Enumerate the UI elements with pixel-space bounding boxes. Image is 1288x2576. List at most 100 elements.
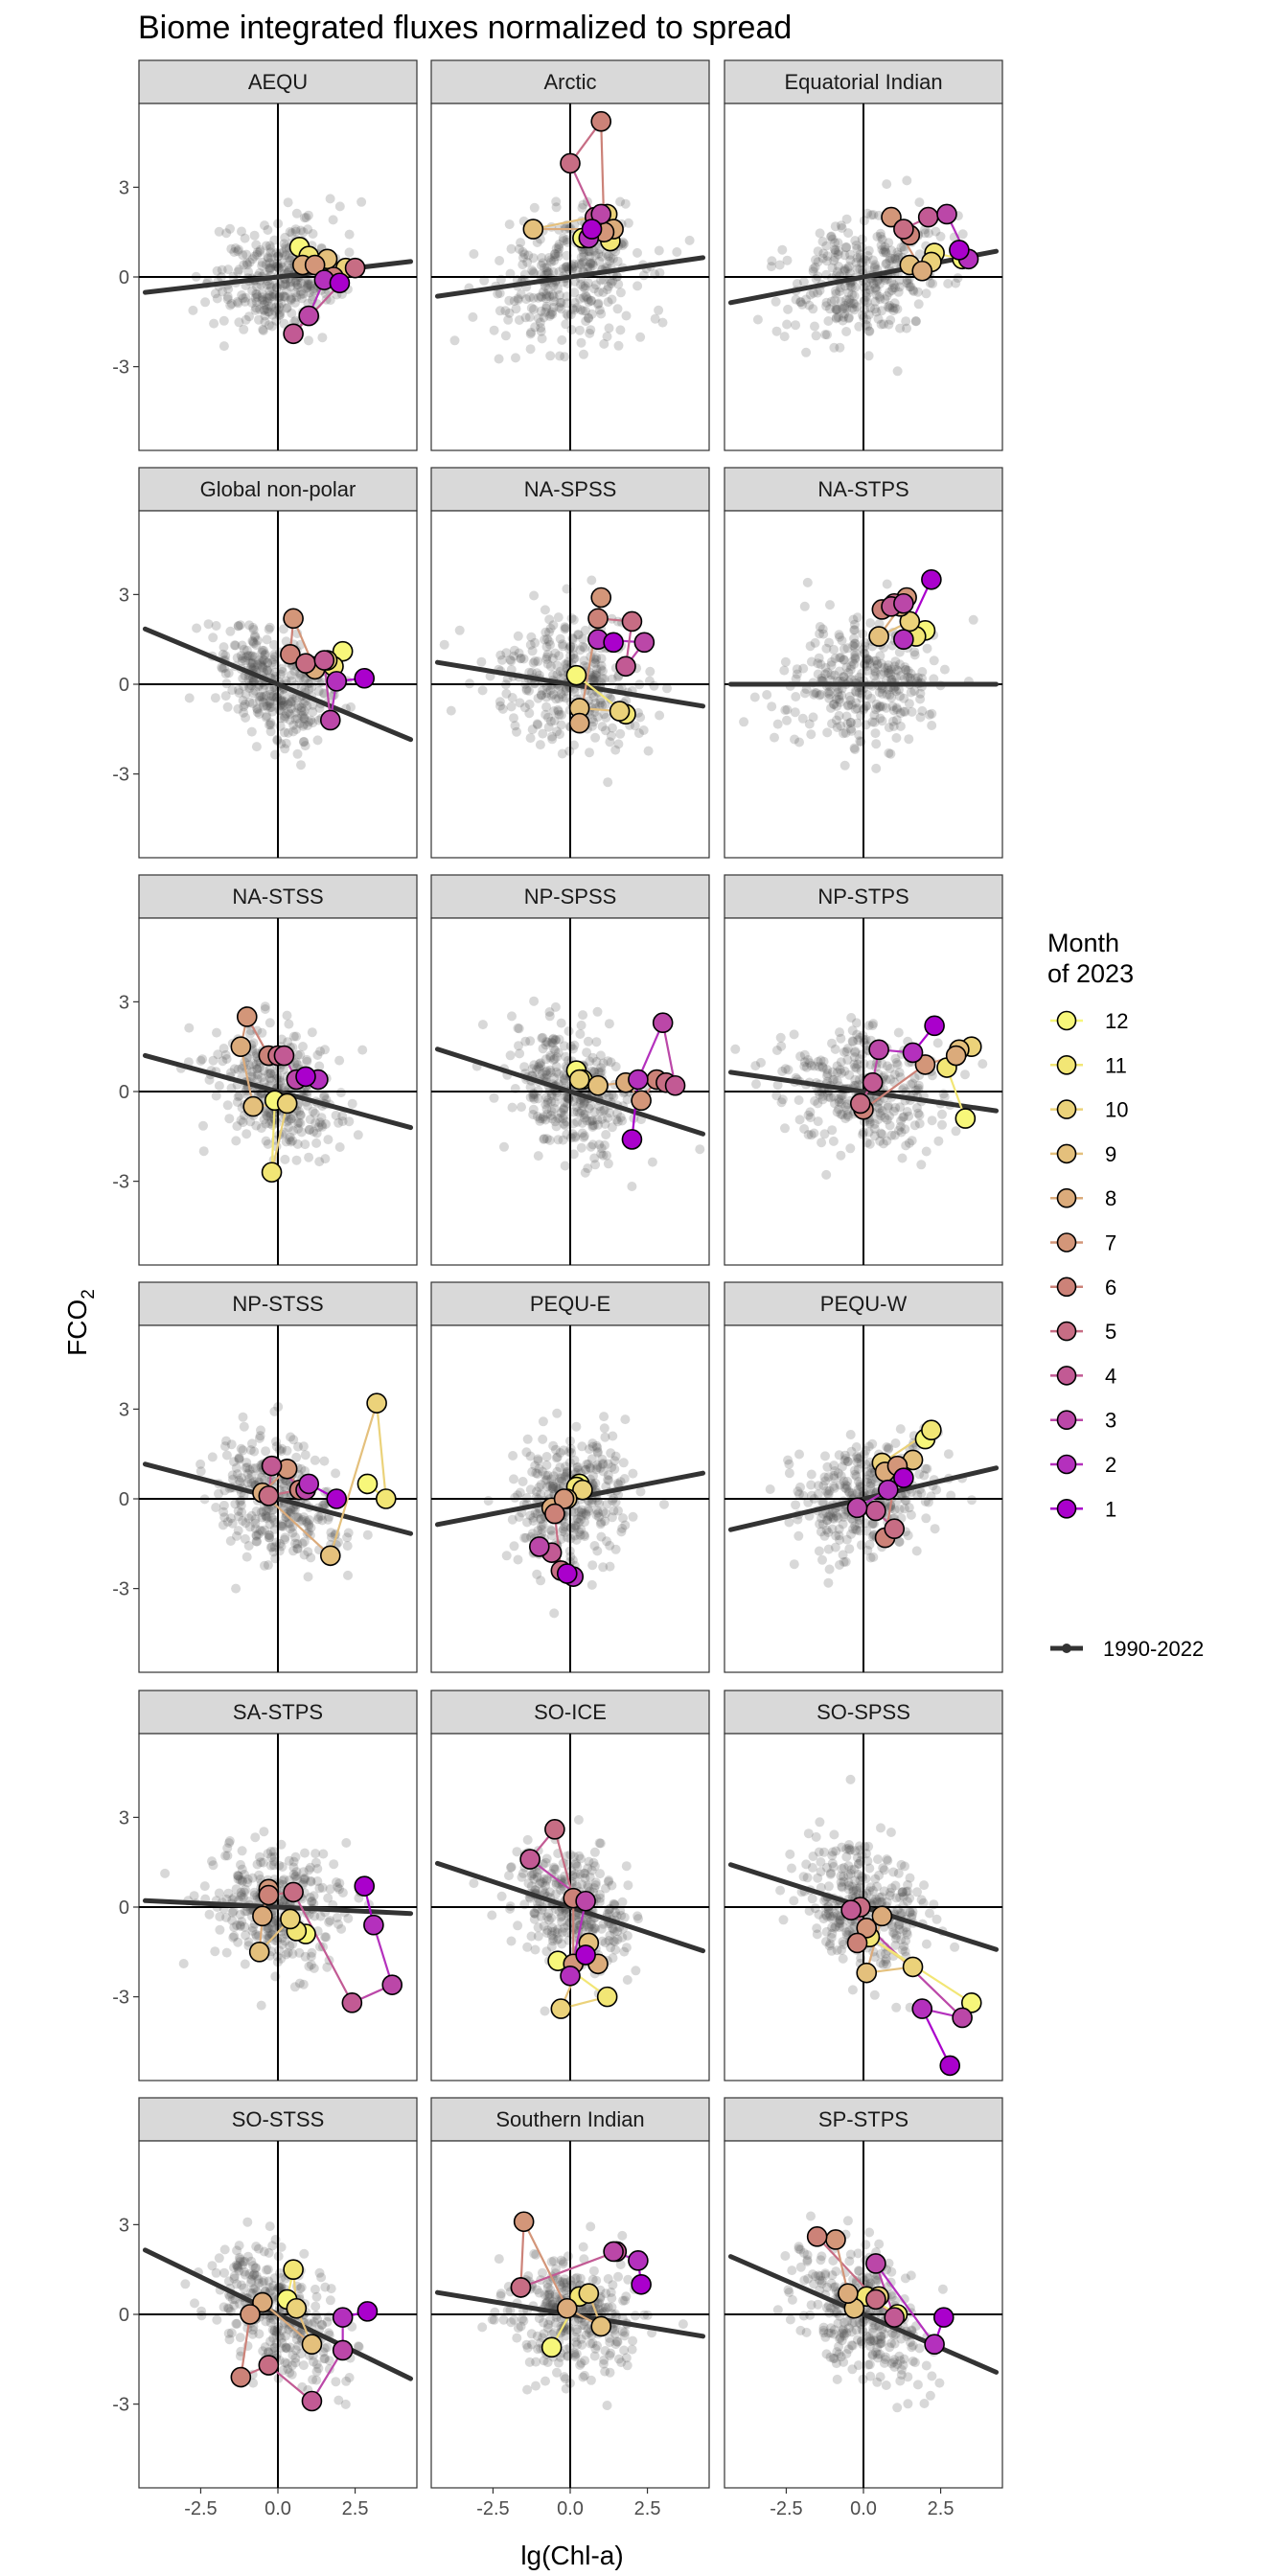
background-point bbox=[621, 1861, 632, 1872]
month-point-1 bbox=[354, 1875, 376, 1897]
background-point bbox=[638, 725, 649, 735]
panel-aequ: AEQU-303 bbox=[112, 59, 418, 451]
background-point bbox=[585, 251, 595, 262]
background-point bbox=[160, 1868, 171, 1878]
month-point-9 bbox=[319, 1545, 341, 1567]
background-point bbox=[277, 262, 288, 272]
background-point bbox=[823, 1577, 834, 1588]
background-point bbox=[268, 655, 278, 665]
background-point bbox=[828, 1136, 839, 1146]
background-point bbox=[550, 252, 560, 262]
month-point-5 bbox=[283, 1881, 304, 1903]
background-point bbox=[494, 288, 505, 298]
background-point bbox=[536, 1061, 546, 1071]
background-point bbox=[529, 590, 540, 601]
background-point bbox=[224, 1114, 235, 1124]
month-point-11 bbox=[261, 1162, 283, 1184]
background-point bbox=[279, 727, 289, 738]
background-point bbox=[260, 220, 269, 231]
background-point bbox=[608, 1431, 618, 1441]
background-point bbox=[895, 1424, 906, 1435]
background-point bbox=[599, 1412, 610, 1422]
background-point bbox=[857, 242, 867, 252]
background-point bbox=[577, 202, 587, 213]
background-point bbox=[620, 198, 631, 209]
month-point-12 bbox=[565, 664, 587, 686]
background-point bbox=[571, 1514, 582, 1525]
background-point bbox=[593, 298, 604, 309]
background-point bbox=[223, 284, 234, 294]
background-point bbox=[244, 620, 255, 631]
background-point bbox=[590, 280, 601, 290]
month-point-2 bbox=[298, 1473, 320, 1495]
background-point bbox=[526, 327, 537, 337]
background-point bbox=[817, 237, 828, 246]
background-point bbox=[500, 331, 511, 341]
background-point bbox=[264, 1519, 275, 1530]
month-point-9 bbox=[587, 1074, 609, 1096]
background-point bbox=[817, 1554, 827, 1565]
panel-pequ-e: PEQU-E bbox=[430, 1281, 710, 1673]
background-point bbox=[779, 665, 790, 676]
background-point bbox=[881, 247, 891, 258]
background-point bbox=[576, 260, 586, 270]
background-point bbox=[882, 579, 892, 589]
background-point bbox=[222, 1100, 233, 1111]
background-point bbox=[547, 307, 557, 317]
background-point bbox=[509, 1541, 519, 1552]
background-point bbox=[266, 301, 277, 311]
background-point bbox=[507, 1514, 518, 1525]
background-point bbox=[325, 1884, 335, 1895]
background-point bbox=[770, 296, 781, 307]
background-point bbox=[505, 1050, 516, 1061]
background-point bbox=[262, 296, 272, 307]
background-point bbox=[297, 1514, 308, 1525]
background-point bbox=[849, 1059, 860, 1070]
background-point bbox=[559, 236, 568, 246]
background-point bbox=[844, 1070, 855, 1080]
background-point bbox=[469, 249, 479, 259]
background-point bbox=[590, 732, 601, 743]
month-point-8 bbox=[911, 260, 933, 282]
month-point-4 bbox=[283, 323, 304, 345]
background-point bbox=[968, 614, 978, 625]
month-point-7 bbox=[631, 1090, 652, 1112]
background-point bbox=[262, 304, 272, 314]
background-point bbox=[628, 1468, 638, 1479]
background-point bbox=[834, 691, 844, 702]
background-point bbox=[845, 1143, 856, 1154]
background-point bbox=[281, 279, 290, 289]
background-point bbox=[242, 258, 252, 268]
background-point bbox=[251, 303, 262, 313]
background-point bbox=[256, 280, 266, 290]
background-point bbox=[259, 1827, 269, 1837]
background-point bbox=[224, 1836, 235, 1846]
month-point-2 bbox=[363, 1914, 384, 1936]
background-point bbox=[546, 1526, 557, 1536]
background-point bbox=[265, 263, 276, 273]
background-point bbox=[291, 275, 302, 286]
background-point bbox=[920, 228, 931, 239]
background-point bbox=[446, 705, 456, 716]
background-point bbox=[549, 1608, 560, 1619]
background-point bbox=[531, 1468, 541, 1479]
background-point bbox=[506, 243, 517, 254]
background-point bbox=[897, 1153, 908, 1163]
background-point bbox=[612, 1116, 623, 1127]
background-point bbox=[304, 279, 314, 289]
month-point-2 bbox=[326, 671, 348, 692]
background-point bbox=[280, 250, 290, 261]
background-point bbox=[476, 656, 487, 667]
background-point bbox=[541, 266, 552, 277]
background-point bbox=[254, 1433, 264, 1443]
background-point bbox=[546, 1037, 557, 1047]
background-point bbox=[601, 1130, 611, 1139]
y-tick-label: -3 bbox=[112, 1172, 129, 1193]
background-point bbox=[552, 1408, 563, 1418]
background-point bbox=[261, 1446, 271, 1457]
background-point bbox=[230, 243, 241, 253]
background-point bbox=[506, 1936, 517, 1946]
month-point-8 bbox=[568, 712, 590, 734]
background-point bbox=[603, 251, 613, 262]
background-point bbox=[555, 666, 565, 677]
